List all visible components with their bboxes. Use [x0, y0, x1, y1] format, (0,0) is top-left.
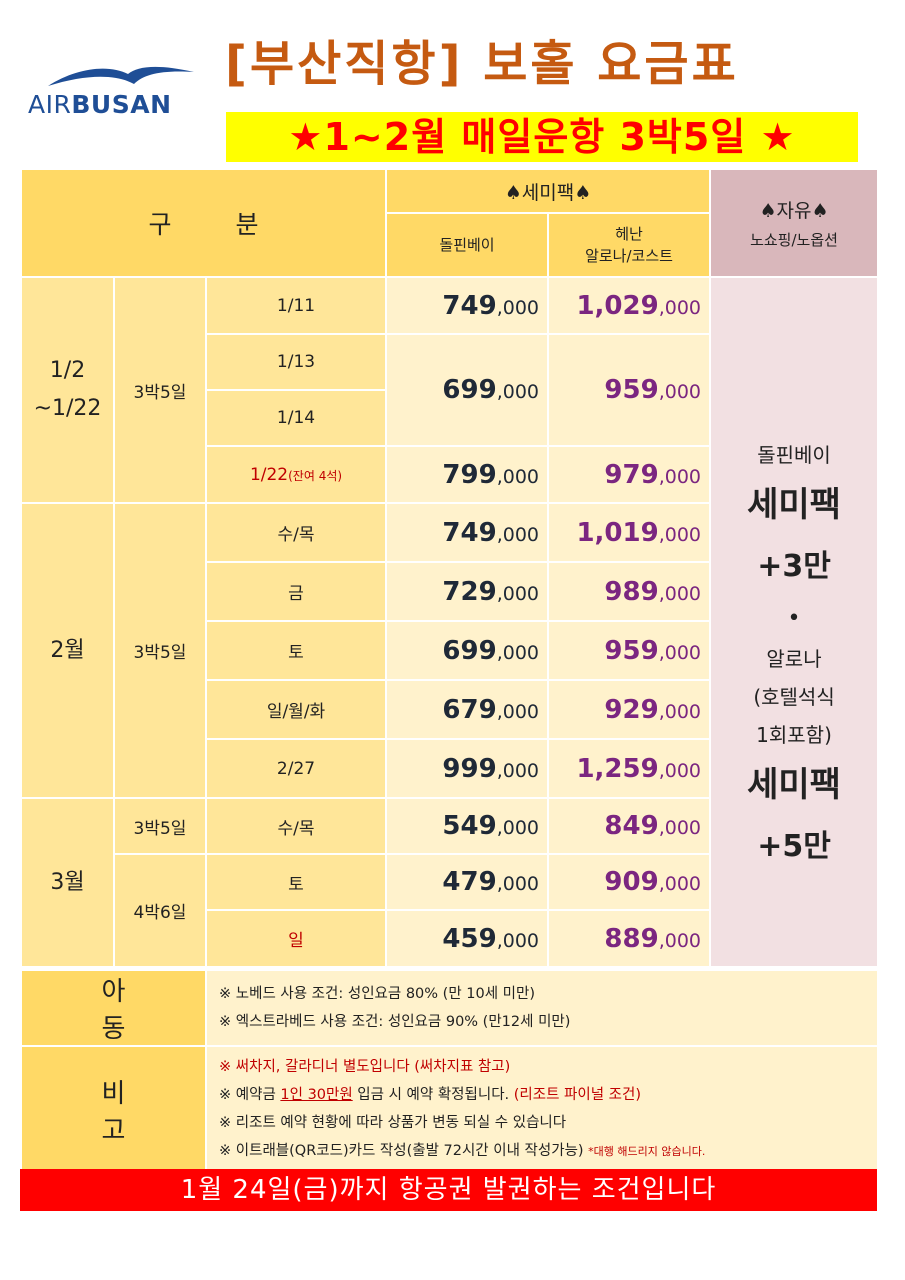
header-dolphin: 돌핀베이: [385, 212, 549, 278]
period-cell: 2월: [20, 502, 115, 799]
table-row: 1/13 699,000 959,000: [21, 333, 878, 447]
period-cell: 1/2 ~1/22: [20, 276, 115, 504]
child-notes: ※ 노베드 사용 조건: 성인요금 80% (만 10세 미만) ※ 엑스트라베…: [205, 969, 879, 1047]
period-label: 1/2: [49, 358, 86, 383]
remarks-notes: ※ 써차지, 갈라디너 별도입니다 (써차지표 참고) ※ 예약금 1인 30만…: [205, 1045, 879, 1174]
notes-table: 아 동 ※ 노베드 사용 조건: 성인요금 80% (만 10세 미만) ※ 엑…: [20, 969, 879, 1174]
page-title: [부산직항] 보홀 요금표: [225, 36, 739, 92]
child-note: ※ 엑스트라베드 사용 조건: 성인요금 90% (만12세 미만): [219, 1014, 571, 1030]
table-row: 3월 3박5일 수/목 549,000 849,000: [20, 797, 878, 968]
header-henan-2: 알로나/코스트: [585, 247, 673, 265]
price-henan: 959,000: [546, 620, 712, 681]
free-line: 1회포함): [756, 723, 832, 747]
air-busan-logo: AIRBUSAN: [28, 62, 194, 122]
price-henan: 849,000: [546, 797, 712, 855]
header-free: ♠자유♠ 노쇼핑/노옵션: [709, 168, 880, 278]
free-line: 세미팩: [747, 765, 841, 805]
day-cell: 일: [205, 909, 387, 968]
header-semipack: ♠세미팩♠: [384, 168, 712, 214]
remark-note: ※ 이트래블(QR코드)카드 작성(출발 72시간 이내 작성가능) *대행 해…: [219, 1143, 706, 1159]
period-cell: 3월: [20, 797, 115, 968]
price-dolphin: 749,000: [385, 502, 549, 563]
price-dolphin: 699,000: [385, 333, 549, 447]
header-henan: 헤난 알로나/코스트: [546, 212, 712, 278]
child-note: ※ 노베드 사용 조건: 성인요금 80% (만 10세 미만): [219, 986, 535, 1002]
nights-cell: 3박5일: [113, 502, 207, 799]
period-label: ~1/22: [33, 396, 102, 421]
day-cell: 1/11: [205, 276, 387, 335]
child-label: 아 동: [20, 969, 207, 1047]
footer-banner: 1월 24일(금)까지 항공권 발권하는 조건입니다: [20, 1169, 877, 1211]
free-line: (호텔석식: [753, 685, 835, 709]
day-cell: 토: [205, 853, 387, 911]
header-henan-1: 헤난: [615, 225, 643, 243]
remark-note: ※ 써차지, 갈라디너 별도입니다 (써차지표 참고): [219, 1059, 511, 1075]
price-dolphin: 999,000: [385, 738, 549, 799]
day-cell: 1/13: [205, 333, 387, 391]
day-cell: 수/목: [205, 502, 387, 563]
price-dolphin: 799,000: [385, 445, 549, 504]
free-line: +5만: [757, 829, 831, 864]
table-row: 1/2 ~1/22 3박5일 1/11 749,000 1,029,000 돌핀…: [20, 276, 880, 968]
price-dolphin: 699,000: [385, 620, 549, 681]
price-henan: 959,000: [546, 333, 712, 447]
price-dolphin: 549,000: [385, 797, 549, 855]
price-dolphin: 459,000: [385, 909, 549, 968]
header-gubun: 구 분: [20, 168, 387, 278]
table-row: 금 729,000 989,000: [21, 561, 878, 622]
seagull-icon: [48, 66, 194, 86]
free-line: 돌핀베이: [757, 443, 831, 467]
table-row: 일 459,000 889,000: [21, 909, 878, 968]
remarks-label: 비 고: [20, 1045, 207, 1174]
seat-note: (잔여 4석): [288, 468, 343, 483]
price-henan: 989,000: [546, 561, 712, 622]
header-free-title: ♠자유♠: [759, 199, 829, 222]
nights-cell: 4박6일: [113, 853, 207, 968]
table-row: 일/월/화 679,000 929,000: [21, 679, 878, 740]
header-free-sub: 노쇼핑/노옵션: [750, 230, 838, 249]
free-line: 세미팩: [747, 485, 841, 525]
day-cell: 1/14: [205, 389, 387, 447]
free-column: 돌핀베이 세미팩 +3만 • 알로나 (호텔석식 1회포함) 세미팩 +5만: [709, 276, 880, 968]
day-cell: 토: [205, 620, 387, 681]
price-table: 구 분 ♠세미팩♠ ♠자유♠ 노쇼핑/노옵션 돌핀베이 헤난 알로나/코스트 1…: [20, 168, 880, 968]
day-cell: 금: [205, 561, 387, 622]
day-cell: 일/월/화: [205, 679, 387, 740]
price-dolphin: 679,000: [385, 679, 549, 740]
price-dolphin: 729,000: [385, 561, 549, 622]
table-row: 1/14: [21, 389, 878, 447]
nights-cell: 3박5일: [113, 276, 207, 504]
remark-note: ※ 예약금 1인 30만원 입금 시 예약 확정됩니다. (리조트 파이널 조건…: [219, 1087, 642, 1103]
day-cell: 1/22(잔여 4석): [205, 445, 387, 504]
table-row: 2월 3박5일 수/목 749,000 1,019,000: [20, 502, 878, 799]
price-dolphin: 479,000: [385, 853, 549, 911]
price-dolphin: 749,000: [385, 276, 549, 335]
table-row: 2/27 999,000 1,259,000: [21, 738, 878, 799]
nights-cell: 3박5일: [113, 797, 207, 855]
price-henan: 1,259,000: [546, 738, 712, 799]
page-subtitle: ★1~2월 매일운항 3박5일 ★: [226, 112, 858, 162]
price-henan: 1,029,000: [546, 276, 712, 335]
logo-air: AIR: [28, 90, 72, 119]
price-henan: 909,000: [546, 853, 712, 911]
free-line: 알로나: [766, 647, 822, 671]
table-row: 4박6일 토 479,000 909,000: [21, 853, 878, 968]
day-cell: 2/27: [205, 738, 387, 799]
table-row: 토 699,000 959,000: [21, 620, 878, 681]
price-henan: 1,019,000: [546, 502, 712, 563]
price-henan: 889,000: [546, 909, 712, 968]
logo-busan: BUSAN: [71, 90, 172, 119]
free-line: •: [787, 606, 801, 631]
remark-note: ※ 리조트 예약 현황에 따라 상품가 변동 되실 수 있습니다: [219, 1115, 567, 1131]
free-line: +3만: [757, 549, 831, 584]
price-henan: 929,000: [546, 679, 712, 740]
table-row: 1/22(잔여 4석) 799,000 979,000: [21, 445, 878, 504]
price-henan: 979,000: [546, 445, 712, 504]
day-cell: 수/목: [205, 797, 387, 855]
